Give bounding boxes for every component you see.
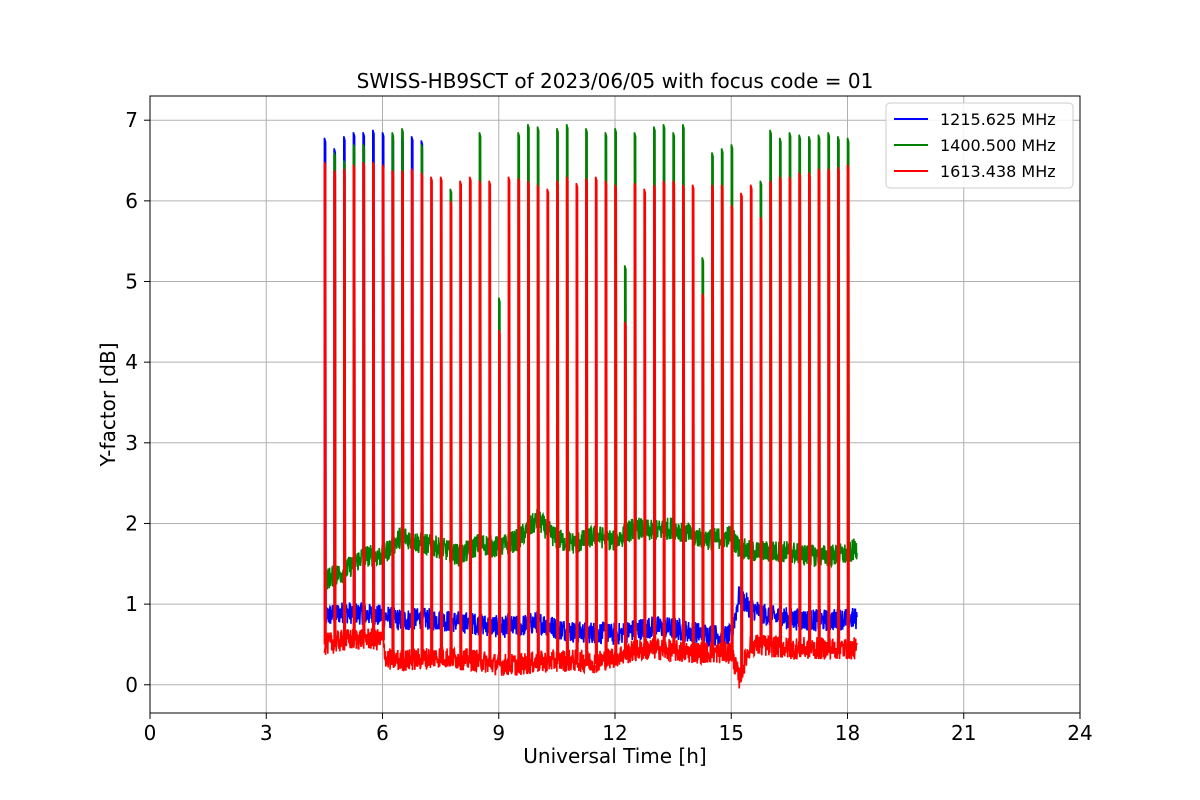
legend: 1215.625 MHz 1400.500 MHz 1613.438 MHz xyxy=(885,102,1074,189)
y-tick-label: 7 xyxy=(125,108,138,132)
y-tick-label: 1 xyxy=(125,592,138,616)
x-tick-label: 3 xyxy=(260,721,273,745)
series-layer xyxy=(323,123,858,689)
x-tick-label: 18 xyxy=(835,721,860,745)
x-tick-label: 9 xyxy=(492,721,505,745)
x-tick-label: 6 xyxy=(376,721,389,745)
legend-label: 1613.438 MHz xyxy=(940,162,1056,181)
y-tick-label: 2 xyxy=(125,511,138,535)
x-tick-label: 21 xyxy=(951,721,976,745)
series-line-1 xyxy=(323,129,858,648)
chart-title: SWISS-HB9SCT of 2023/06/05 with focus co… xyxy=(357,69,874,93)
y-tick-label: 6 xyxy=(125,189,138,213)
x-tick-label: 24 xyxy=(1067,721,1092,745)
y-tick-label: 5 xyxy=(125,270,138,294)
series-line-3 xyxy=(323,161,858,689)
x-tick-label: 15 xyxy=(719,721,744,745)
y-axis-title: Y-factor [dB] xyxy=(96,342,120,467)
x-axis-title: Universal Time [h] xyxy=(523,744,706,768)
series-line-2 xyxy=(323,123,858,592)
x-tick-label: 12 xyxy=(602,721,627,745)
x-tick-label: 0 xyxy=(144,721,157,745)
legend-label: 1215.625 MHz xyxy=(940,110,1056,129)
y-tick-label: 0 xyxy=(125,673,138,697)
y-tick-label: 3 xyxy=(125,431,138,455)
legend-label: 1400.500 MHz xyxy=(940,136,1056,155)
legend-box xyxy=(885,102,1074,189)
y-tick-label: 4 xyxy=(125,350,138,374)
